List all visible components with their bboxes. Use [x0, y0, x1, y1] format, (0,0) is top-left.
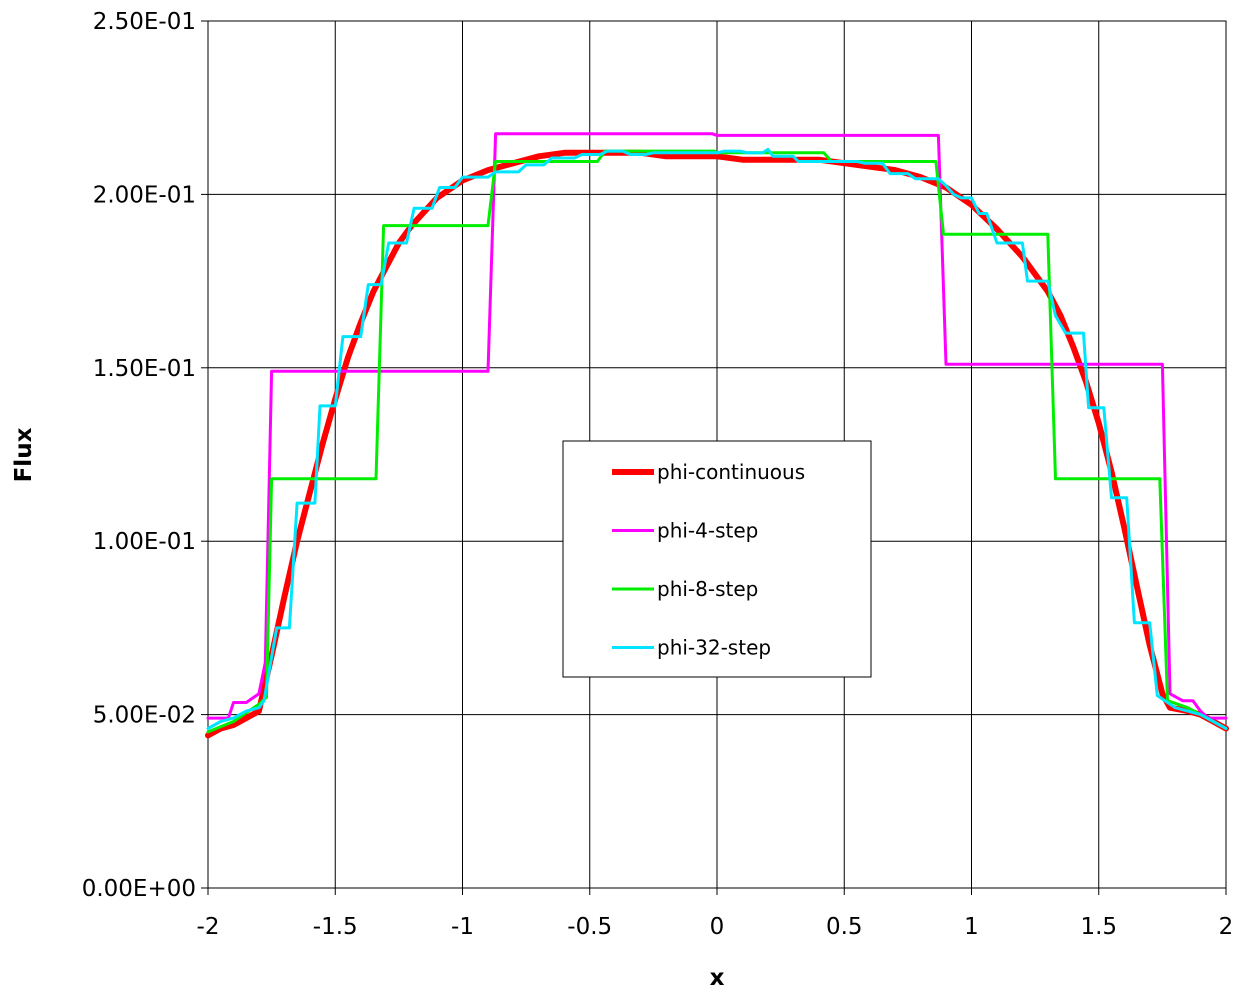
x-tick-label: -0.5 [567, 914, 612, 940]
x-tick-label: 0 [710, 914, 725, 940]
y-tick-label: 1.00E-01 [93, 529, 196, 555]
legend-label-phi-continuous: phi-continuous [657, 460, 805, 484]
y-axis-title: Flux [11, 427, 37, 482]
x-tick-label: 1 [964, 914, 979, 940]
x-tick-label: -2 [197, 914, 220, 940]
y-tick-label: 1.50E-01 [93, 356, 196, 382]
legend-label-phi-4-step: phi-4-step [657, 519, 758, 543]
series-line-phi-4-step [206, 132, 1228, 720]
y-tick-label: 2.00E-01 [93, 182, 196, 208]
legend-label-phi-32-step: phi-32-step [657, 636, 771, 660]
legend-box [562, 440, 872, 678]
x-tick-label: -1 [451, 914, 474, 940]
y-tick-label: 0.00E+00 [82, 876, 196, 902]
x-tick-label: -1.5 [313, 914, 358, 940]
legend: phi-continuous phi-4-step phi-8-step phi-32… [562, 440, 872, 678]
axes: -2 -1.5 -1 -0.5 0 0.5 1 1.5 2 0.00E+00 5.00E-02 1.0… [82, 9, 1234, 940]
series-line-phi-32-step [206, 147, 1228, 730]
y-tick-label: 5.00E-02 [93, 703, 196, 729]
x-tick-label: 0.5 [826, 914, 863, 940]
series-layer [205, 132, 1229, 739]
y-tick-label: 2.50E-01 [93, 9, 196, 35]
x-tick-label: 2 [1219, 914, 1234, 940]
x-axis-title: x [710, 965, 725, 991]
x-tick-label: 1.5 [1080, 914, 1117, 940]
legend-label-phi-8-step: phi-8-step [657, 577, 758, 601]
